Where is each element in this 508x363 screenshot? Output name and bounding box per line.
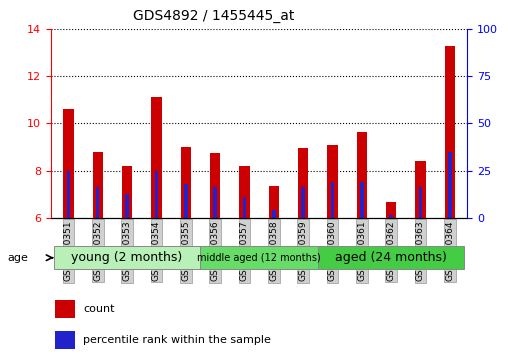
Text: middle aged (12 months): middle aged (12 months)	[197, 253, 321, 263]
Bar	[92, 152, 103, 218]
Bar	[239, 166, 249, 218]
Bar	[331, 182, 334, 218]
Bar	[386, 203, 396, 218]
Bar	[301, 187, 305, 218]
Text: young (2 months): young (2 months)	[72, 251, 183, 264]
FancyBboxPatch shape	[318, 246, 464, 269]
Bar	[184, 184, 187, 218]
Text: age: age	[8, 253, 28, 264]
Bar	[448, 152, 452, 218]
Bar	[419, 187, 422, 218]
Bar	[415, 161, 426, 218]
Text: aged (24 months): aged (24 months)	[335, 251, 447, 264]
Bar	[389, 215, 393, 218]
Bar	[55, 299, 75, 318]
FancyBboxPatch shape	[201, 246, 318, 269]
Bar	[181, 147, 191, 218]
Text: GDS4892 / 1455445_at: GDS4892 / 1455445_at	[133, 9, 294, 23]
Bar	[327, 144, 337, 218]
Bar	[444, 45, 455, 218]
Bar	[96, 187, 100, 218]
Text: count: count	[83, 304, 115, 314]
Bar	[210, 153, 220, 218]
Bar	[67, 171, 70, 218]
Bar	[269, 186, 279, 218]
Bar	[357, 132, 367, 218]
Bar	[55, 331, 75, 349]
Bar	[151, 97, 162, 218]
Bar	[122, 166, 132, 218]
Bar	[298, 148, 308, 218]
Text: percentile rank within the sample: percentile rank within the sample	[83, 335, 271, 345]
Bar	[360, 182, 364, 218]
FancyBboxPatch shape	[54, 246, 201, 269]
Bar	[213, 187, 217, 218]
Bar	[125, 194, 129, 218]
Bar	[64, 109, 74, 218]
Bar	[243, 196, 246, 218]
Bar	[154, 171, 158, 218]
Bar	[272, 209, 275, 218]
